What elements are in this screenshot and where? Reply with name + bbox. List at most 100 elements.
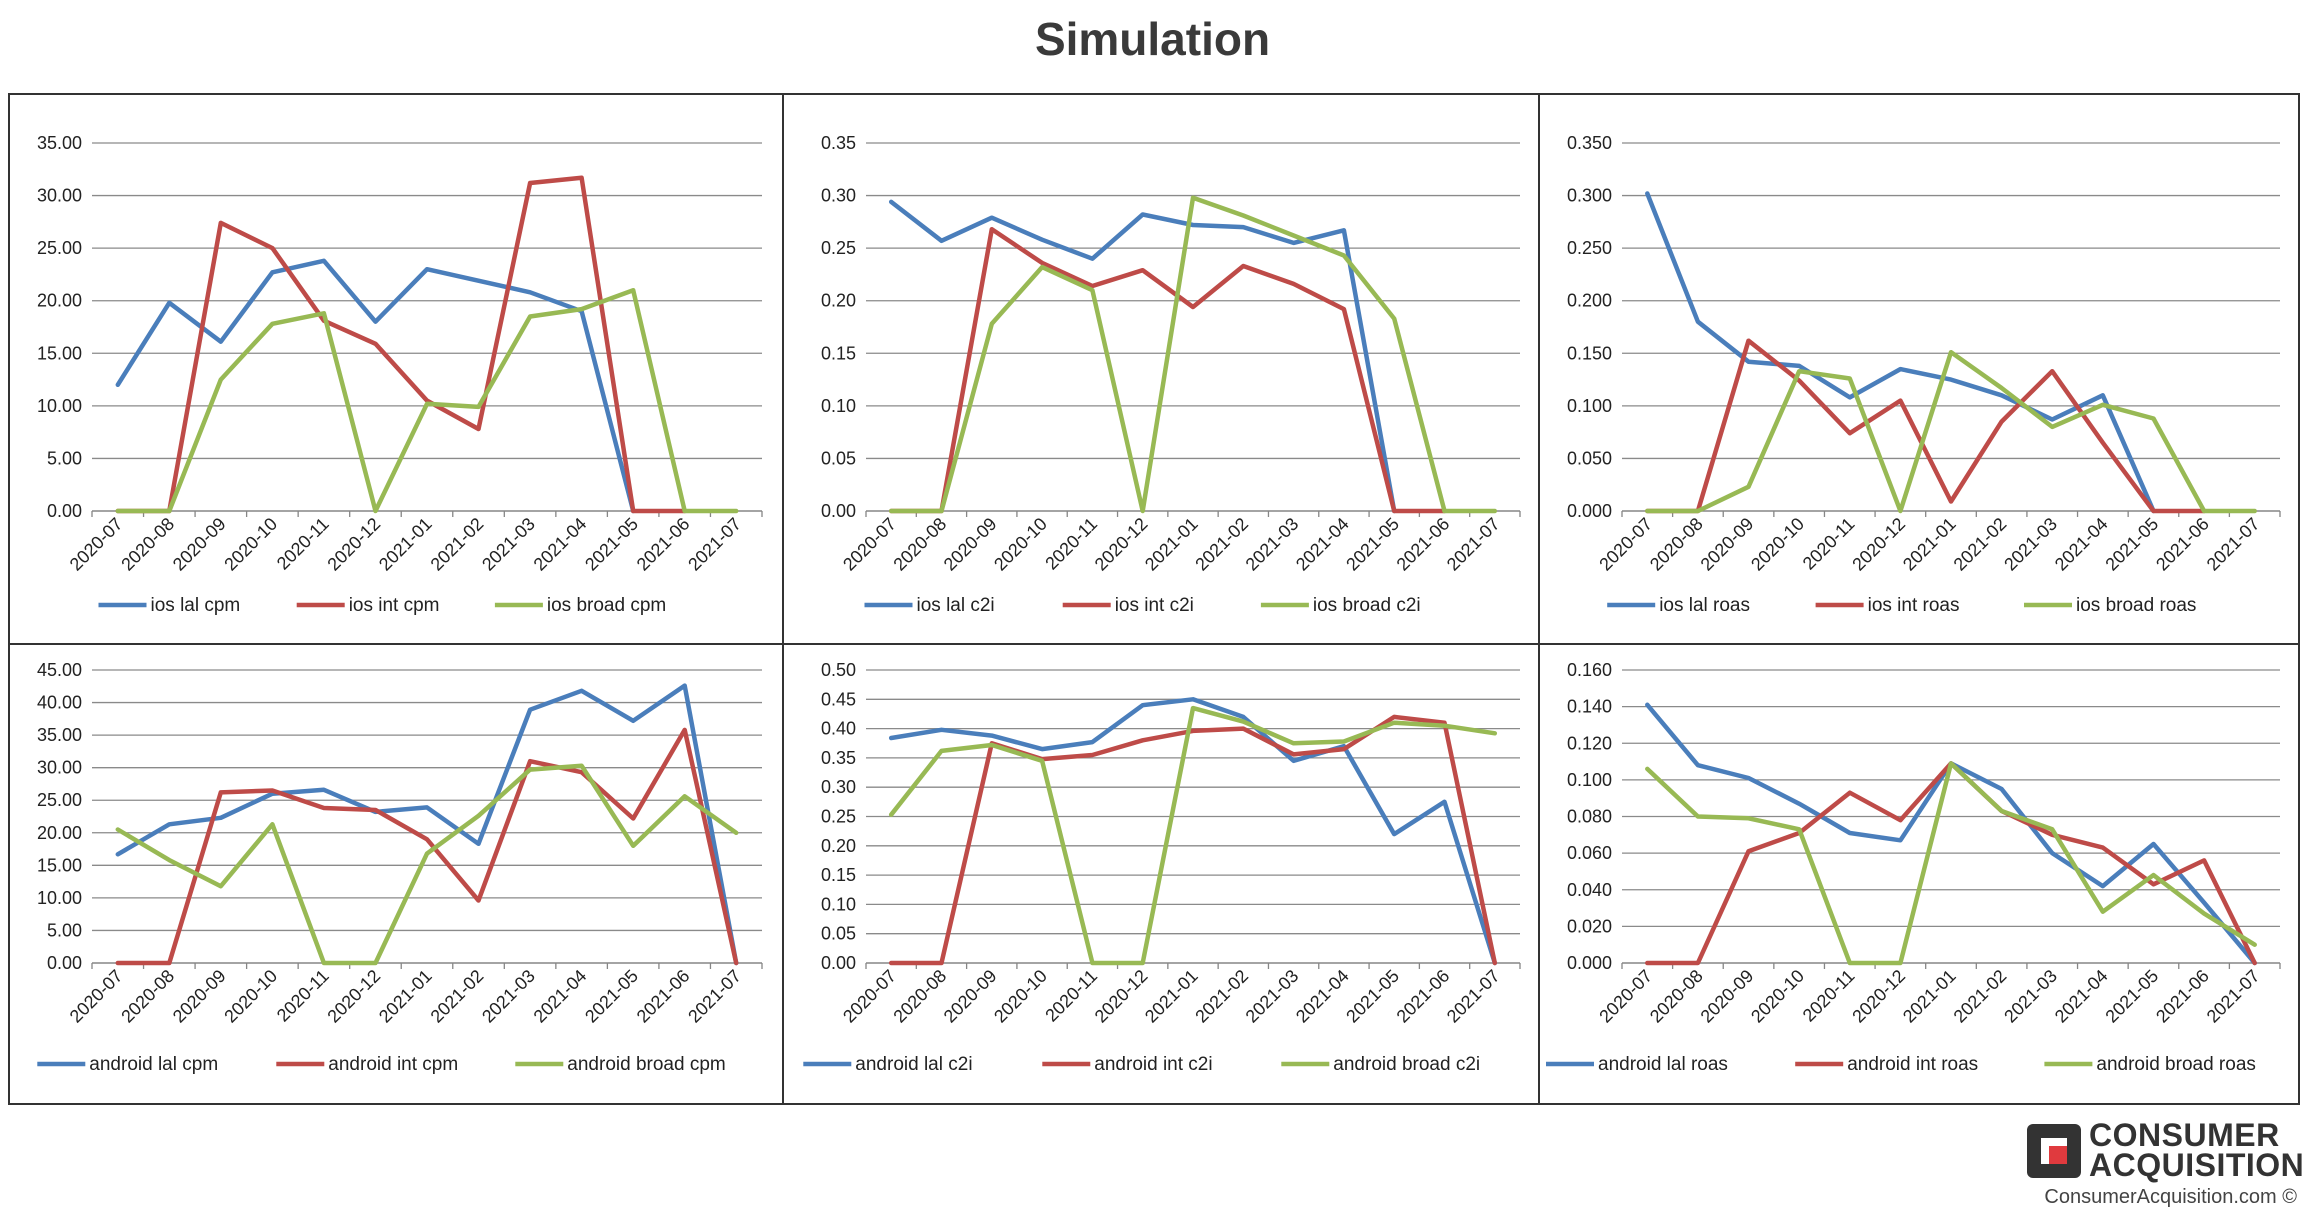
legend-label: ios lal c2i	[917, 595, 995, 616]
y-tick-label: 15.00	[37, 343, 82, 363]
x-tick-label: 2020-11	[1041, 514, 1101, 574]
x-tick-label: 2021-06	[633, 966, 694, 1027]
y-tick-label: 0.000	[1567, 501, 1612, 521]
legend-label: ios int cpm	[349, 595, 440, 616]
y-tick-label: 0.05	[821, 448, 856, 468]
y-tick-label: 0.250	[1567, 238, 1612, 258]
y-tick-label: 45.00	[37, 660, 82, 680]
x-tick-label: 2021-01	[375, 966, 436, 1027]
x-tick-label: 2020-11	[1799, 966, 1859, 1026]
y-tick-label: 0.30	[821, 777, 856, 797]
y-tick-label: 35.00	[37, 133, 82, 153]
series-line-ios-lal-roas	[1645, 191, 2156, 514]
x-tick-label: 2020-07	[66, 966, 127, 1027]
x-tick-label: 2021-07	[684, 966, 745, 1027]
chart-panel-ios-cpm: 0.00 5.00 10.00 15.00 20.00 25.00 30.00 35.00 20…	[10, 95, 782, 643]
y-tick-label: 35.00	[37, 725, 82, 745]
line-chart: 0.00 0.05 0.10 0.15 0.20 0.25 0.30 0.35 0.40 0.45…	[803, 660, 1521, 1075]
x-tick-label: 2021-02	[1191, 514, 1252, 575]
brand-logo: CONSUMER ACQUISITION ConsumerAcquisition…	[2027, 1119, 2304, 1210]
y-tick-label: 0.25	[821, 807, 856, 827]
legend: ios lal cpm ios int cpm ios broad cpm	[98, 595, 666, 616]
series-line-android-broad-cpm	[115, 763, 739, 966]
y-tick-label: 0.45	[821, 689, 856, 709]
y-tick-label: 0.10	[821, 894, 856, 914]
y-tick-label: 0.25	[821, 238, 856, 258]
series-line-ios-broad-cpm	[115, 287, 739, 514]
x-tick-label: 2021-06	[2152, 966, 2213, 1027]
series-line-ios-broad-c2i	[888, 195, 1498, 514]
x-tick-label: 2020-08	[889, 966, 950, 1027]
y-tick-label: 0.00	[47, 501, 82, 521]
legend: ios lal roas ios int roas ios broad roas	[1607, 595, 2196, 616]
series-line-android-broad-roas	[1645, 761, 2257, 966]
line-chart: 0.000.050.100.150.200.250.300.352020-072…	[821, 133, 1521, 616]
y-tick-label: 0.20	[821, 836, 856, 856]
x-tick-label: 2020-10	[1747, 966, 1808, 1027]
legend-label: android int c2i	[1094, 1054, 1212, 1075]
brand-name: CONSUMER ACQUISITION	[2089, 1119, 2304, 1181]
y-tick-label: 0.05	[821, 924, 856, 944]
x-tick-label: 2020-10	[1747, 514, 1808, 575]
y-tick-label: 30.00	[37, 186, 82, 206]
x-tick-label: 2021-05	[581, 966, 642, 1027]
legend-label: android lal roas	[1598, 1054, 1728, 1075]
legend-label: ios broad c2i	[1313, 595, 1421, 616]
series-line-android-broad-c2i	[888, 705, 1498, 966]
x-tick-label: 2021-05	[2101, 966, 2162, 1027]
legend: android lal roas android int roas android …	[1546, 1054, 2256, 1075]
y-tick-label: 0.15	[821, 343, 856, 363]
x-tick-label: 2021-03	[1242, 514, 1303, 575]
y-tick-label: 0.050	[1567, 448, 1612, 468]
x-tick-label: 2020-12	[323, 966, 384, 1027]
x-tick-label: 2021-03	[478, 966, 539, 1027]
line-chart: 0.000 0.050 0.100 0.150 0.200 0.250 0.300 0.350…	[1567, 133, 2281, 616]
x-tick-label: 2020-12	[1091, 514, 1152, 575]
x-tick-label: 2021-02	[1950, 514, 2011, 575]
y-tick-label: 25.00	[37, 790, 82, 810]
x-tick-label: 2021-04	[2051, 966, 2112, 1027]
legend: android lal cpm android int cpm android br…	[37, 1054, 726, 1075]
y-tick-label: 5.00	[47, 920, 82, 940]
x-tick-label: 2021-04	[2051, 514, 2112, 575]
x-tick-label: 2021-02	[1191, 966, 1252, 1027]
x-tick-label: 2020-07	[66, 514, 127, 575]
line-chart: 0.00 5.00 10.00 15.00 20.00 25.00 30.00 35.00 40…	[37, 660, 763, 1075]
x-tick-label: 2020-09	[940, 514, 1001, 575]
y-tick-label: 0.200	[1567, 291, 1612, 311]
y-tick-label: 0.00	[821, 953, 856, 973]
y-tick-label: 0.300	[1567, 186, 1612, 206]
legend-label: ios lal cpm	[151, 595, 241, 616]
legend-label: android broad c2i	[1333, 1054, 1480, 1075]
y-tick-label: 0.150	[1567, 343, 1612, 363]
y-tick-label: 0.30	[821, 186, 856, 206]
y-tick-label: 0.020	[1567, 916, 1612, 936]
y-tick-label: 0.060	[1567, 843, 1612, 863]
legend-label: ios broad roas	[2076, 595, 2196, 616]
chart-panel-ios-roas: 0.000 0.050 0.100 0.150 0.200 0.250 0.300 0.350…	[1538, 95, 2298, 643]
y-tick-label: 30.00	[37, 758, 82, 778]
legend-label: android lal cpm	[89, 1054, 218, 1075]
y-tick-label: 0.040	[1567, 880, 1612, 900]
x-tick-label: 2021-07	[2203, 966, 2264, 1027]
x-tick-label: 2020-10	[990, 514, 1051, 575]
y-tick-label: 0.35	[821, 748, 856, 768]
series-line-ios-int-roas	[1645, 338, 2207, 514]
legend: ios lal c2i ios int c2i ios broad c2i	[864, 595, 1421, 616]
legend-label: ios lal roas	[1659, 595, 1750, 616]
series-line-ios-int-c2i	[888, 226, 1447, 514]
x-tick-label: 2021-04	[530, 966, 591, 1027]
x-tick-label: 2020-09	[169, 966, 230, 1027]
y-tick-label: 10.00	[37, 888, 82, 908]
x-tick-label: 2020-08	[1646, 966, 1707, 1027]
y-tick-label: 20.00	[37, 823, 82, 843]
x-tick-label: 2021-04	[1292, 966, 1353, 1027]
y-tick-label: 0.100	[1567, 396, 1612, 416]
x-tick-label: 2020-11	[273, 514, 333, 574]
y-tick-label: 0.100	[1567, 770, 1612, 790]
y-tick-label: 0.120	[1567, 733, 1612, 753]
x-tick-label: 2020-10	[990, 966, 1051, 1027]
chart-panel-android-roas: 0.000 0.020 0.040 0.060 0.080 0.100 0.120 0.140…	[1538, 643, 2298, 1103]
x-tick-label: 2020-08	[889, 514, 950, 575]
x-tick-label: 2020-07	[1595, 966, 1656, 1027]
